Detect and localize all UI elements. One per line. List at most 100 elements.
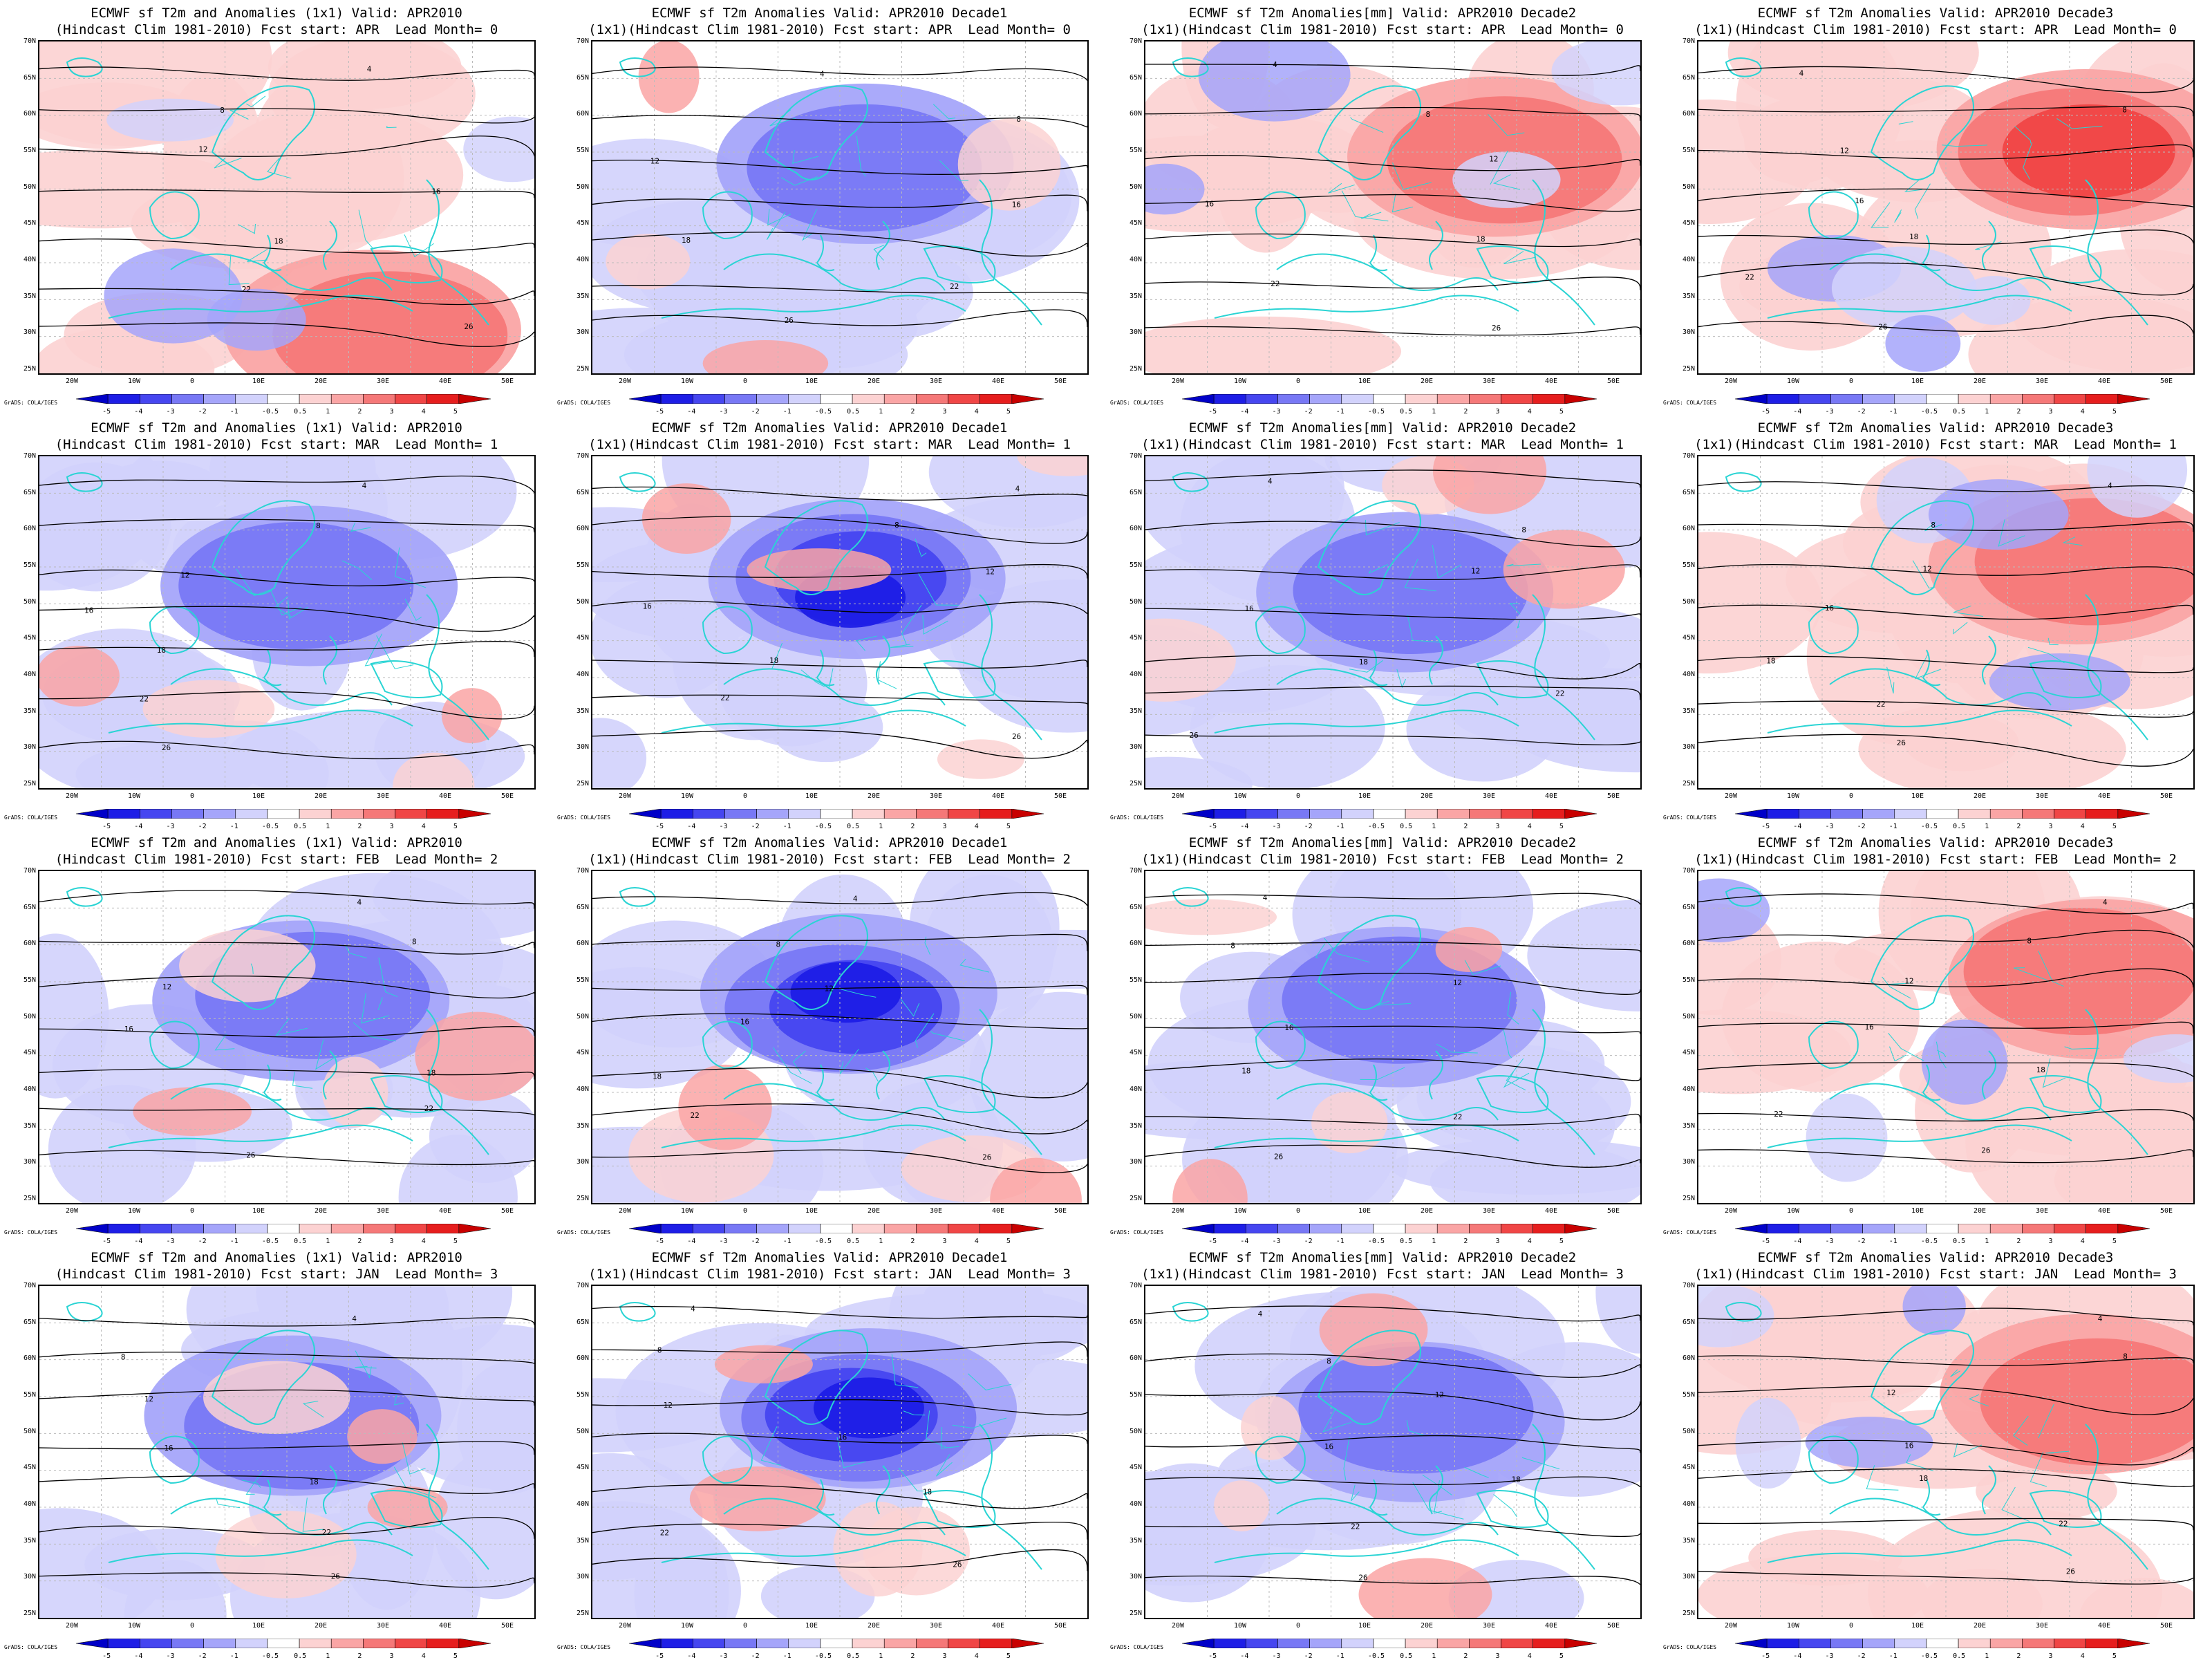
country-border	[917, 572, 959, 606]
anomaly-area	[39, 456, 169, 591]
colorbar-swatch	[1246, 394, 1278, 404]
anomaly-area	[1698, 1009, 1851, 1094]
colorbar-swatch	[1862, 394, 1895, 404]
colorbar-tick-label: -0.5	[814, 1652, 832, 1660]
colorbar-swatch	[1766, 809, 1799, 819]
lat-label: 55N	[1683, 147, 1696, 154]
coastline	[108, 709, 413, 734]
colorbar-swatch	[427, 1224, 460, 1233]
country-border	[1436, 1043, 1478, 1054]
country-border	[865, 1067, 879, 1082]
contour-label: 18	[157, 646, 166, 655]
country-border	[1886, 666, 1895, 694]
isotherm-contour	[592, 115, 1087, 128]
country-border	[404, 598, 422, 622]
lon-label: 40E	[1545, 377, 1558, 385]
colorbar	[1728, 809, 2157, 819]
panel-title: ECMWF sf T2m Anomalies Valid: APR2010 De…	[651, 420, 1008, 436]
colorbar-tick-label: -1	[1888, 823, 1897, 830]
colorbar-swatch	[1830, 1224, 1863, 1233]
lon-label: 0	[1849, 377, 1854, 385]
anomaly-map: 4 8 12 16 18 22 26	[38, 40, 536, 375]
anomaly-area-opposite	[1902, 1286, 1966, 1335]
coastline	[923, 1490, 996, 1528]
coastline	[66, 1302, 103, 1322]
lat-label: 25N	[577, 1610, 590, 1617]
isotherm-contour	[39, 1441, 534, 1455]
country-border	[2013, 1415, 2029, 1446]
colorbar-swatch	[395, 1224, 427, 1233]
lon-label: 30E	[1483, 1622, 1496, 1630]
coastline	[149, 1020, 200, 1070]
anomaly-area-opposite	[714, 1345, 813, 1383]
colorbar-swatch	[458, 1639, 491, 1648]
lon-label: 10W	[128, 1622, 141, 1630]
panel-subtitle: (Hindcast Clim 1981-2010) Fcst start: JA…	[55, 1267, 498, 1282]
map-panel: ECMWF sf T2m and Anomalies (1x1) Valid: …	[0, 0, 553, 416]
contour-label: 18	[1511, 1475, 1520, 1484]
coastline	[1532, 179, 1595, 326]
colorbar-swatch	[660, 394, 693, 404]
colorbar-swatch	[1501, 394, 1533, 404]
coastline	[323, 221, 337, 270]
contour-label: 22	[950, 282, 959, 291]
colorbar-tick-label: -5	[1208, 823, 1217, 830]
isotherm-contour	[592, 1521, 1087, 1540]
coastline	[661, 295, 966, 319]
colorbar-tick-label: 4	[2080, 823, 2085, 830]
country-border	[1912, 560, 1936, 589]
country-border	[214, 157, 242, 169]
colorbar-swatch	[1894, 394, 1927, 404]
anomaly-area-opposite	[1698, 1286, 1774, 1347]
isotherm-contour	[592, 486, 1087, 501]
panel-title: ECMWF sf T2m Anomalies Valid: APR2010 De…	[1757, 6, 2114, 21]
isotherm-contour	[1145, 655, 1640, 680]
coastline	[1276, 1083, 1499, 1121]
isotherm-contour	[1145, 155, 1640, 171]
coastline	[1870, 1330, 1974, 1425]
lat-label: 50N	[577, 183, 590, 191]
colorbar-swatch	[756, 1224, 789, 1233]
country-border	[292, 1072, 313, 1089]
colorbar-swatch	[1341, 809, 1374, 819]
anomaly-area	[1527, 899, 1640, 1011]
colorbar-swatch	[1246, 809, 1278, 819]
lat-label: 50N	[1683, 1427, 1696, 1435]
isotherm-contour	[1698, 262, 2193, 296]
coastline	[1429, 221, 1443, 270]
isotherm-contour	[39, 1150, 534, 1166]
isotherm-contour	[1698, 1518, 2193, 1531]
lat-label: 60N	[577, 110, 590, 118]
contour-label: 22	[660, 1529, 669, 1538]
colorbar	[1175, 1224, 1604, 1233]
colorbar-swatch	[1894, 1639, 1927, 1648]
country-border	[856, 136, 866, 177]
lon-label: 0	[190, 1207, 195, 1215]
colorbar-tick-label: 1	[1432, 823, 1436, 830]
contour-label: 8	[220, 106, 225, 115]
country-border	[378, 958, 398, 998]
colorbar-swatch	[107, 1639, 140, 1648]
panel-title: ECMWF sf T2m Anomalies[mm] Valid: APR201…	[1188, 420, 1577, 436]
lat-label: 25N	[577, 780, 590, 787]
lat-label: 30N	[577, 1158, 590, 1166]
colorbar-tick-label: -4	[134, 1238, 143, 1245]
country-border	[245, 1471, 263, 1495]
lat-label: 35N	[1130, 707, 1143, 715]
lon-label: 20E	[868, 1622, 881, 1630]
lon-label: 10W	[1234, 1622, 1247, 1630]
anomaly-core	[178, 522, 414, 650]
contour-label: 18	[1359, 658, 1368, 666]
colorbar-swatch	[660, 809, 693, 819]
country-border	[1349, 660, 1383, 673]
colorbar-swatch	[1734, 394, 1768, 404]
colorbar	[69, 809, 498, 819]
anomaly-area-opposite	[142, 680, 275, 738]
coastline	[1214, 1124, 1519, 1148]
contour-label: 16	[838, 1433, 847, 1442]
country-border	[361, 993, 389, 1024]
lon-label: 10E	[805, 377, 818, 385]
contour-label: 22	[424, 1104, 433, 1113]
country-border	[1360, 212, 1382, 219]
colorbar-tick-label: -4	[134, 823, 143, 830]
